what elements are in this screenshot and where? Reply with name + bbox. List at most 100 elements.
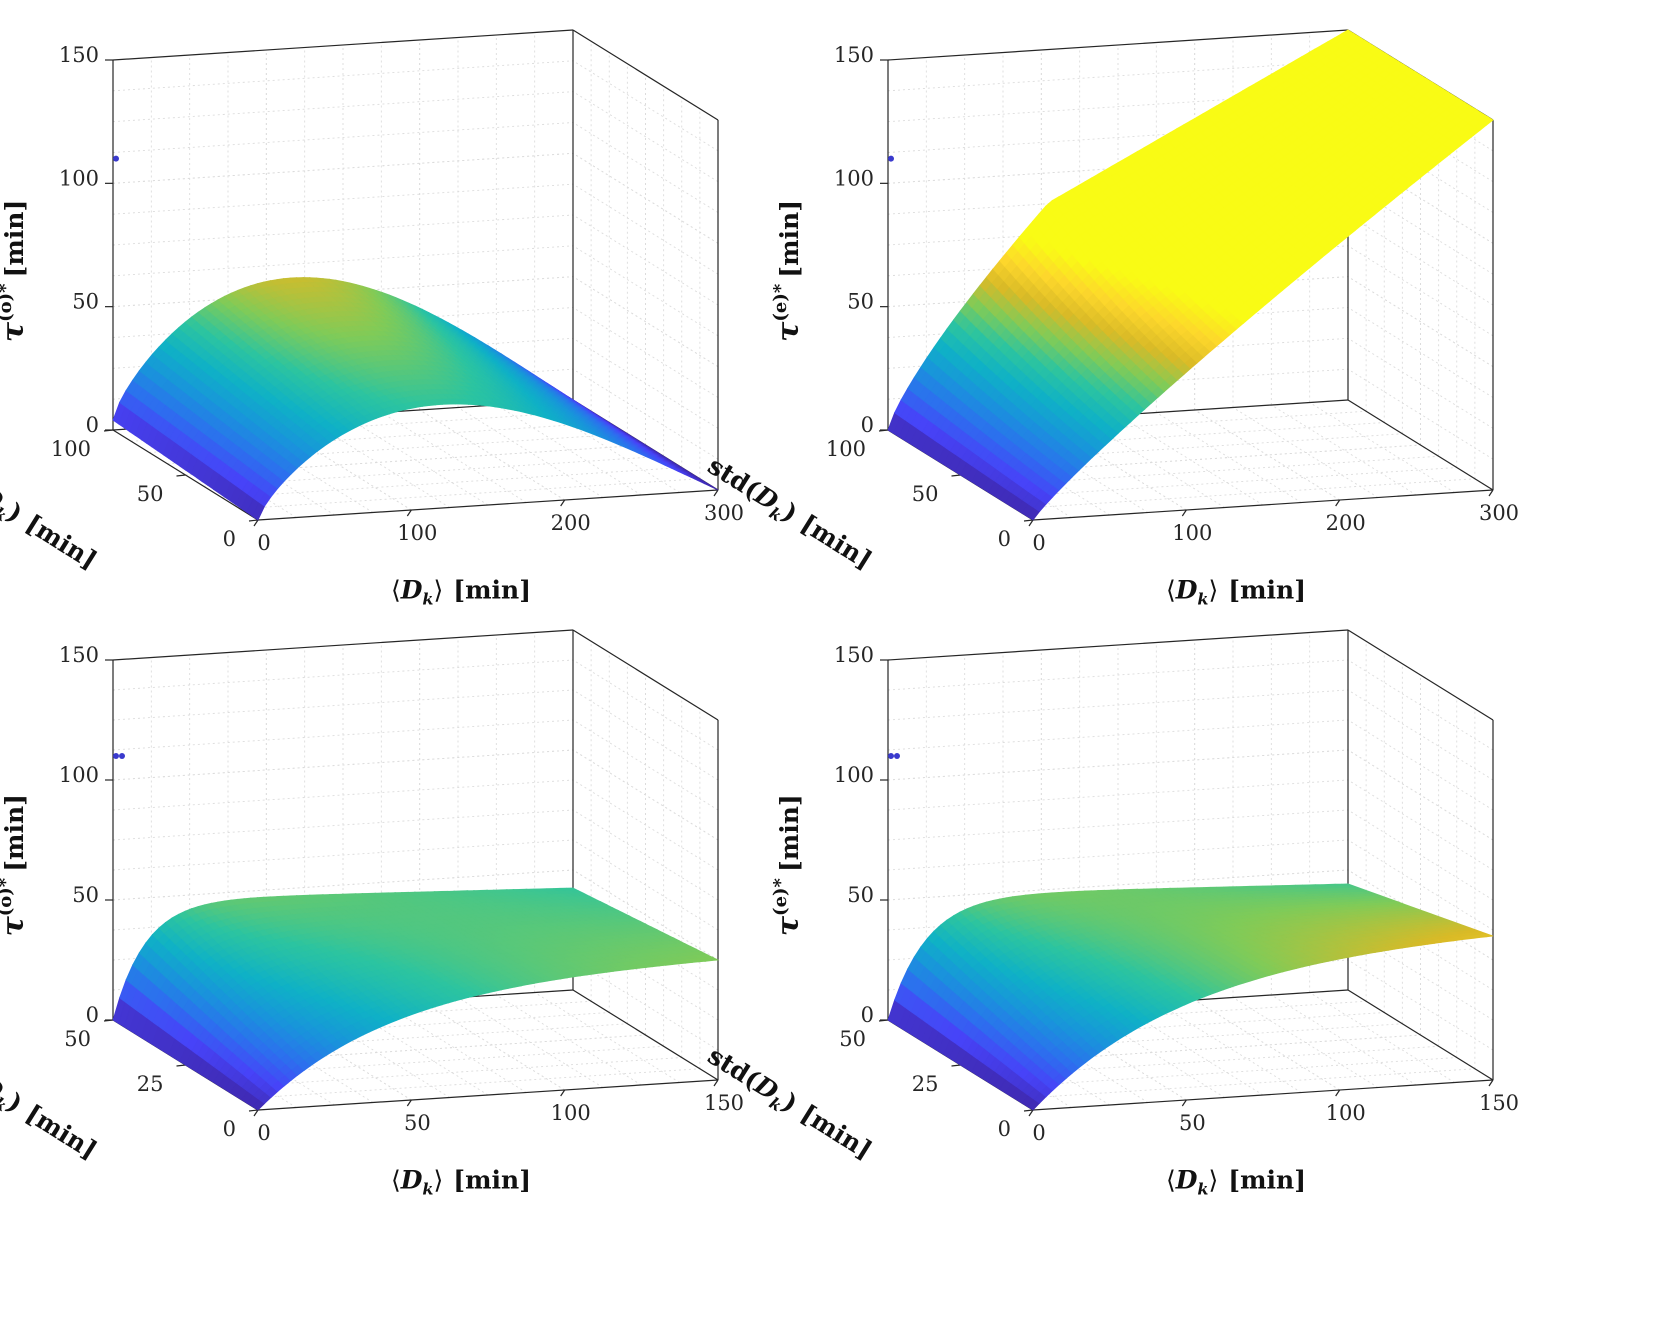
top-left-gridline: [112, 91, 574, 123]
top-right-box-edge: [1032, 489, 1494, 521]
top-left-gridline: [572, 245, 719, 337]
bottom-left-ytick-label: 50: [64, 1027, 91, 1051]
top-left-gridline: [572, 60, 719, 152]
bottom-left-box-edge: [572, 629, 719, 721]
top-left-box-edge: [572, 29, 719, 121]
top-right-xtick-label: 300: [1479, 501, 1519, 525]
top-right-xlabel-sub: k: [1197, 590, 1208, 609]
bottom-left-ytick-label: 25: [137, 1072, 164, 1096]
bottom-left-ztick-label: 150: [59, 643, 99, 667]
top-left-box-edge: [112, 29, 574, 61]
bottom-left-box-edge: [257, 1079, 719, 1111]
bottom-left-ztick-label: 0: [86, 1003, 99, 1027]
bottom-left-xlabel-sub: k: [422, 1180, 433, 1199]
top-left-gridline: [381, 412, 527, 503]
top-right-ztick-label: 150: [834, 43, 874, 67]
top-left-gridline: [304, 417, 450, 508]
bottom-left-zlabel: τ(o)* [min]: [0, 794, 31, 936]
top-right-ztick-label: 100: [834, 166, 874, 190]
top-left-gridline: [112, 60, 574, 92]
top-left-zlabel-sup: (o)*: [0, 283, 16, 322]
bottom-left-box-edge: [112, 629, 574, 661]
bottom-left-xlabel-open: ⟨: [391, 1166, 401, 1195]
top-right-xtick-label: 100: [1172, 521, 1212, 545]
top-left-ytick-label: 0: [223, 527, 236, 551]
top-right-xlabel: ⟨Dk⟩ [min]: [1166, 576, 1306, 609]
bottom-left-ztick-label: 50: [72, 883, 99, 907]
top-left-gridline: [496, 404, 642, 496]
top-left-ylabel: std(Dk)[min]: [0, 451, 102, 578]
top-left-gridline: [572, 214, 719, 306]
top-left-xtick-mark: [713, 489, 719, 497]
bottom-left-xtick-label: 150: [704, 1091, 744, 1115]
bottom-left-zlabel-unit: [min]: [0, 794, 29, 872]
top-right-gridline: [1271, 404, 1417, 496]
top-left-xtick-label: 0: [257, 531, 270, 555]
bottom-left-gridline: [496, 994, 642, 1086]
top-right-ytick-label: 50: [912, 482, 939, 506]
top-left-xlabel: ⟨Dk⟩ [min]: [391, 576, 531, 609]
top-right-xtick-label: 0: [1032, 531, 1045, 555]
bottom-left-gridline: [419, 999, 565, 1091]
bottom-left-xtick-mark: [713, 1079, 719, 1087]
top-left-ylabel-sub: k: [0, 503, 10, 525]
top-left-gridline: [239, 478, 700, 510]
top-left-xlabel-sub: k: [422, 590, 433, 609]
top-left-box-edge: [257, 489, 719, 521]
top-left-xlabel-close: ⟩: [433, 576, 443, 605]
top-right-gridline: [1156, 412, 1302, 503]
top-right-ytick-label: 0: [998, 527, 1011, 551]
top-right-ytick-mark: [951, 474, 961, 477]
top-left-ztick-label: 50: [72, 290, 99, 314]
top-left-ztick-label: 100: [59, 166, 99, 190]
top-right-ztick-label: 0: [861, 413, 874, 437]
top-left-gridline: [572, 183, 719, 275]
bottom-left-ytick-mark: [176, 1064, 186, 1067]
top-right-ytick-label: 100: [826, 437, 866, 461]
top-left-xtick-label: 100: [397, 521, 437, 545]
bottom-left-zlabel-base: τ: [0, 915, 31, 936]
top-left-zlabel-unit: [min]: [0, 200, 29, 278]
subplot-top-left: 0100200300050100050100150τ(o)*[min]⟨Dk⟩[…: [0, 29, 744, 609]
top-left-gridline: [572, 337, 719, 429]
top-left-ztick-label: 0: [86, 413, 99, 437]
top-right-gridline: [1309, 402, 1455, 493]
top-left-ylabel-var: D: [0, 479, 8, 516]
top-right-xlabel-open: ⟨: [1166, 576, 1176, 605]
top-left-xtick-mark: [253, 519, 259, 527]
bottom-left-xtick-mark: [406, 1099, 412, 1107]
bottom-left-ylabel-unit: [min]: [21, 1099, 102, 1165]
top-right-ytick-mark: [1023, 519, 1034, 522]
top-right-xtick-mark: [1181, 509, 1187, 517]
top-left-xtick-mark: [560, 499, 566, 507]
bottom-left-xlabel-var: D: [400, 1166, 423, 1195]
top-right-ztick-label: 50: [847, 290, 874, 314]
top-right-xtick-mark: [1488, 489, 1494, 497]
top-left-xlabel-var: D: [400, 576, 423, 605]
subplot-top-right: 0 100 200 300050100050100150τ(e)*[min]⟨Dk⟩[…: [703, 29, 1519, 609]
top-left-outlier-point: [113, 155, 119, 162]
bottom-left-xtick-label: 50: [404, 1111, 431, 1135]
bottom-left-gridline: [534, 992, 680, 1083]
bottom-left-ylabel: std(Dk)[min]: [0, 1041, 102, 1168]
top-right-xtick-mark: [1335, 499, 1341, 507]
bottom-left-zlabel-sup: (o)*: [0, 877, 16, 916]
top-left-gridline: [572, 122, 719, 213]
top-left-gridline: [534, 402, 680, 493]
top-left-gridline: [112, 122, 574, 153]
bottom-left-xtick-mark: [560, 1089, 566, 1097]
top-left-surface-point: [705, 483, 719, 491]
top-right-xlabel-close: ⟩: [1208, 576, 1218, 605]
top-right-xlabel-unit: [min]: [1228, 576, 1306, 605]
top-left-ztick-label: 150: [59, 43, 99, 67]
bottom-left-xlabel-unit: [min]: [453, 1166, 531, 1195]
top-left-surface: [112, 277, 719, 521]
top-left-gridline: [572, 276, 719, 368]
top-left-gridline: [572, 307, 719, 398]
top-right-xtick-label: 200: [1326, 511, 1366, 535]
bottom-left-ytick-label: 0: [223, 1117, 236, 1141]
bottom-left-xtick-label: 100: [551, 1101, 591, 1125]
top-right-ylabel-unit: [min]: [796, 509, 877, 575]
top-left-gridline: [112, 214, 574, 246]
